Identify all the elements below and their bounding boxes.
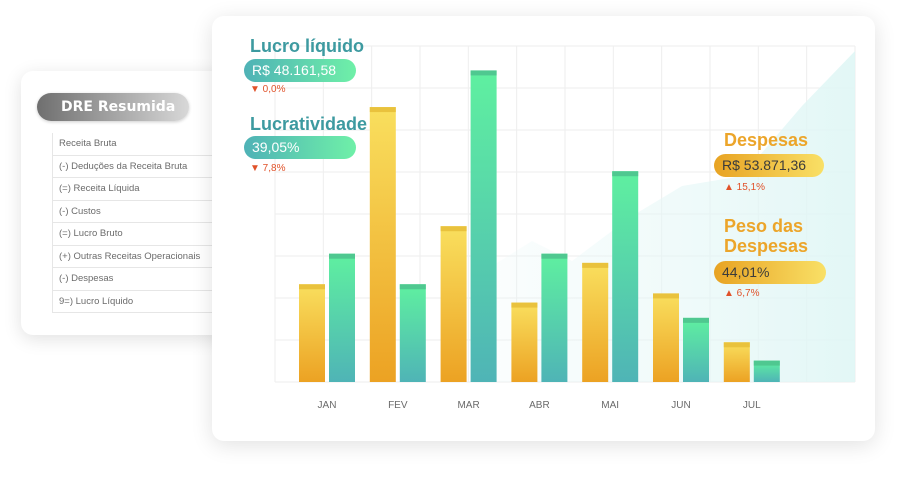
dre-title: DRE Resumida: [37, 93, 190, 121]
dre-row-outras-receitas: (+) Outras Receitas Operacionais: [52, 245, 262, 268]
bar-cap-gold-jul: [723, 342, 750, 348]
bar-cap-gold-fev: [369, 107, 396, 113]
dre-row-custos: (-) Custos: [52, 200, 262, 223]
bar-teal-jun: [683, 317, 709, 382]
peso-despesas-delta: ▲ 6,7%: [724, 288, 760, 299]
dre-row-lucro-bruto: (=) Lucro Bruto: [52, 223, 262, 246]
bar-gold-mar: [440, 226, 467, 382]
x-tick-label-jun: JUN: [671, 400, 690, 411]
dre-row-receita-bruta: Receita Bruta: [52, 133, 262, 156]
bar-teal-jan: [329, 253, 355, 382]
lucratividade-delta: ▼ 7,8%: [250, 163, 286, 174]
bar-cap-gold-jun: [653, 293, 679, 299]
x-tick-label-jan: JAN: [318, 400, 337, 411]
bar-gold-mai: [582, 262, 609, 382]
x-tick-label-jul: JUL: [743, 400, 761, 411]
bar-chart: JAN FEV MAR ABR MAI JUN JUL: [274, 45, 856, 411]
bar-teal-fev: [399, 284, 426, 382]
dre-list: Receita Bruta (-) Deduções da Receita Br…: [52, 133, 262, 313]
despesas-value: R$ 53.871,36: [714, 154, 824, 177]
lucratividade-value: 39,05%: [244, 136, 356, 159]
despesas-delta: ▲ 15,1%: [724, 182, 766, 193]
lucro-liquido-value: R$ 48.161,58: [244, 59, 356, 82]
bar-gold-fev: [369, 107, 396, 382]
x-tick-label-mar: MAR: [457, 400, 479, 411]
bar-cap-teal-fev: [399, 284, 426, 290]
dre-row-lucro-liquido: 9=) Lucro Líquido: [52, 290, 262, 313]
lucro-liquido-title: Lucro líquido: [250, 36, 364, 56]
bar-teal-jul: [753, 360, 780, 382]
bar-gold-abr: [511, 302, 538, 382]
dashboard-card: JAN FEV MAR ABR MAI JUN JUL Lucro líquido R$ 4…: [212, 16, 875, 441]
bar-gold-jan: [299, 284, 325, 382]
bar-cap-gold-mai: [582, 262, 609, 268]
dre-row-receita-liquida: (=) Receita Líquida: [52, 178, 262, 201]
bar-cap-gold-mar: [440, 226, 467, 232]
bar-teal-mai: [612, 171, 639, 382]
peso-despesas-value: 44,01%: [714, 261, 826, 284]
lucro-liquido-delta: ▼ 0,0%: [250, 84, 286, 95]
bar-teal-mar: [470, 70, 497, 382]
bar-gold-jun: [653, 293, 679, 382]
bar-cap-gold-jan: [299, 284, 325, 290]
bar-teal-abr: [541, 253, 568, 382]
dre-row-despesas: (-) Despesas: [52, 268, 262, 291]
bar-cap-teal-abr: [541, 253, 568, 259]
peso-despesas-title-line2: Despesas: [724, 236, 809, 256]
bar-cap-gold-abr: [511, 302, 538, 308]
despesas-title: Despesas: [724, 130, 809, 150]
bar-cap-teal-mai: [612, 171, 639, 177]
bar-cap-teal-mar: [470, 70, 497, 76]
bar-cap-teal-jul: [753, 360, 780, 366]
bar-cap-teal-jun: [683, 317, 709, 323]
bar-cap-teal-jan: [329, 253, 355, 259]
peso-despesas-title-line1: Peso das: [724, 216, 804, 236]
x-tick-label-fev: FEV: [388, 400, 408, 411]
dre-row-deducoes: (-) Deduções da Receita Bruta: [52, 155, 262, 178]
x-tick-label-mai: MAI: [601, 400, 619, 411]
lucratividade-title: Lucratividade: [250, 114, 368, 134]
peso-despesas-title: Peso das Despesas: [724, 216, 808, 256]
bar-gold-jul: [723, 342, 750, 382]
x-tick-label-abr: ABR: [529, 400, 550, 411]
